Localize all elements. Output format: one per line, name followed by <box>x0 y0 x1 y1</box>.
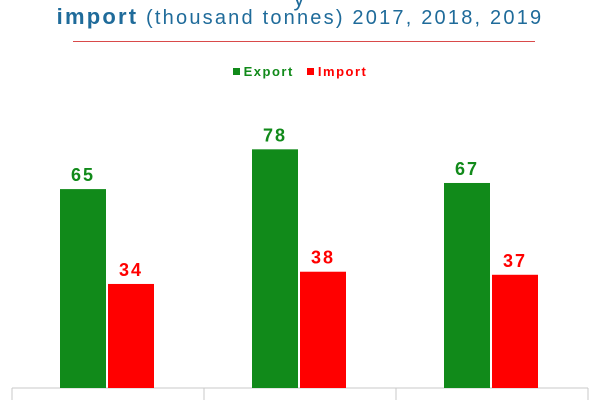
data-label-import-2018: 38 <box>311 248 335 268</box>
bar-export-2018 <box>252 149 298 388</box>
data-label-import-2017: 34 <box>119 260 143 280</box>
legend-swatch-export <box>232 68 240 75</box>
legend-item-export: Export <box>232 64 294 79</box>
legend-item-import: Import <box>306 64 368 79</box>
chart-title-line-2: import (thousand tonnes) 2017, 2018, 201… <box>0 4 600 30</box>
data-label-export-2019: 67 <box>455 159 479 179</box>
title-subtext: (thousand tonnes) 2017, 2018, 2019 <box>138 7 544 29</box>
chart-legend: Export Import <box>0 63 600 79</box>
bar-export-2017 <box>60 189 106 388</box>
data-label-export-2017: 65 <box>71 165 95 185</box>
title-fragment: y <box>294 0 307 11</box>
data-label-export-2018: 78 <box>263 125 287 145</box>
title-divider <box>73 41 535 42</box>
legend-label-export: Export <box>243 64 294 79</box>
title-main-word: import <box>56 4 139 29</box>
bar-import-2019 <box>492 274 538 388</box>
chart-title-line-1: y <box>0 0 600 12</box>
legend-swatch-import <box>306 68 314 75</box>
data-label-import-2019: 37 <box>503 251 527 271</box>
legend-label-import: Import <box>317 64 368 79</box>
bar-import-2017 <box>108 283 154 388</box>
bar-import-2018 <box>300 271 346 388</box>
bar-export-2019 <box>444 182 490 388</box>
